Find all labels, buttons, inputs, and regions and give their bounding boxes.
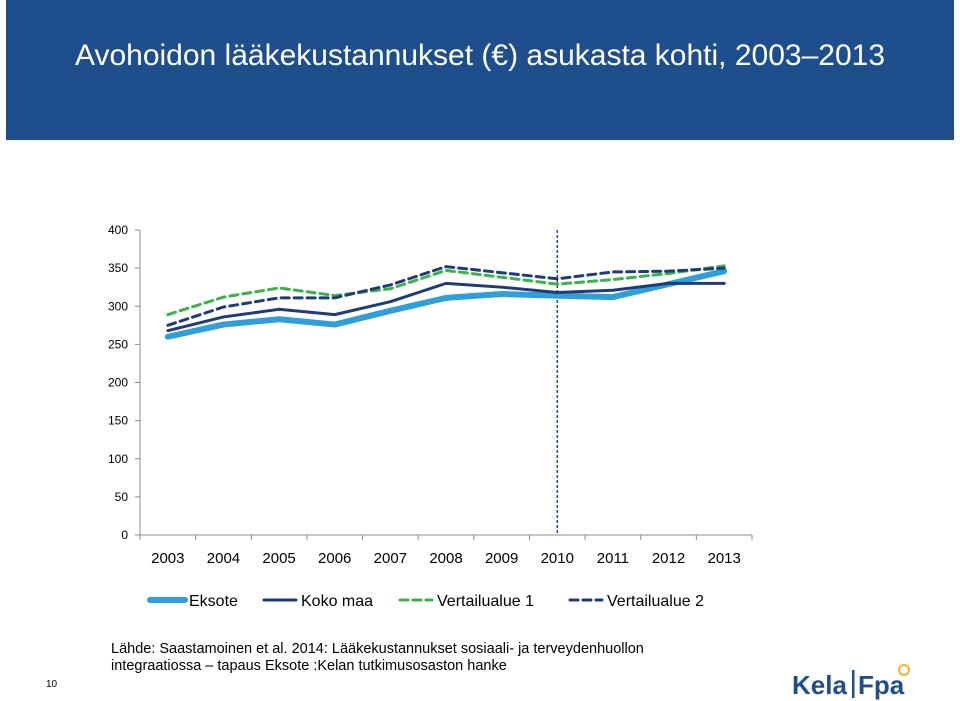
kela-fpa-logo: Kela Fpa — [792, 664, 910, 700]
logo-text-fpa: Fpa — [858, 670, 905, 700]
source-line-1: Lähde: Saastamoinen et al. 2014: Lääkeku… — [111, 641, 644, 657]
logo-divider — [852, 670, 855, 698]
page-number: 10 — [46, 679, 58, 690]
x-tick-label-2006: 2006 — [318, 550, 351, 567]
legend-label-vertailualue-2: Vertailualue 2 — [607, 593, 704, 610]
y-tick-label-200: 200 — [108, 376, 128, 390]
y-tick-label-250: 250 — [108, 337, 128, 351]
title-banner — [6, 0, 954, 140]
x-tick-label-2004: 2004 — [207, 550, 240, 567]
legend-label-koko-maa: Koko maa — [301, 593, 373, 610]
y-tick-label-0: 0 — [121, 528, 128, 542]
x-tick-label-2003: 2003 — [151, 550, 184, 567]
x-tick-label-2011: 2011 — [597, 550, 629, 567]
y-tick-label-150: 150 — [108, 414, 128, 428]
series-line-eksote — [164, 268, 728, 340]
y-tick-label-350: 350 — [108, 261, 128, 275]
source-note: Lähde: Saastamoinen et al. 2014: Lääkeku… — [111, 641, 761, 675]
logo-text-kela: Kela — [792, 670, 847, 700]
x-tick-label-2010: 2010 — [541, 550, 574, 567]
x-tick-label-2009: 2009 — [485, 550, 518, 567]
y-tick-label-50: 50 — [115, 490, 129, 504]
logo-accent-icon — [898, 664, 910, 676]
x-tick-label-2008: 2008 — [429, 550, 462, 567]
series-line-vertailualue-1 — [166, 264, 726, 317]
legend-label-vertailualue-1: Vertailualue 1 — [437, 593, 534, 610]
slide-title: Avohoidon lääkekustannukset (€) asukasta… — [74, 39, 885, 72]
x-tick-label-2005: 2005 — [262, 550, 295, 567]
x-tick-label-2013: 2013 — [707, 550, 740, 567]
series-line-vertailualue-2 — [166, 265, 726, 327]
legend-label-eksote: Eksote — [189, 593, 238, 610]
y-tick-label-300: 300 — [108, 299, 128, 313]
y-tick-label-400: 400 — [108, 223, 128, 237]
x-tick-label-2007: 2007 — [374, 550, 407, 567]
y-tick-label-100: 100 — [108, 452, 128, 466]
x-tick-label-2012: 2012 — [652, 550, 685, 567]
source-line-2: integraatiossa – tapaus Eksote :Kelan tu… — [111, 658, 507, 674]
series-line-koko-maa — [166, 281, 726, 333]
